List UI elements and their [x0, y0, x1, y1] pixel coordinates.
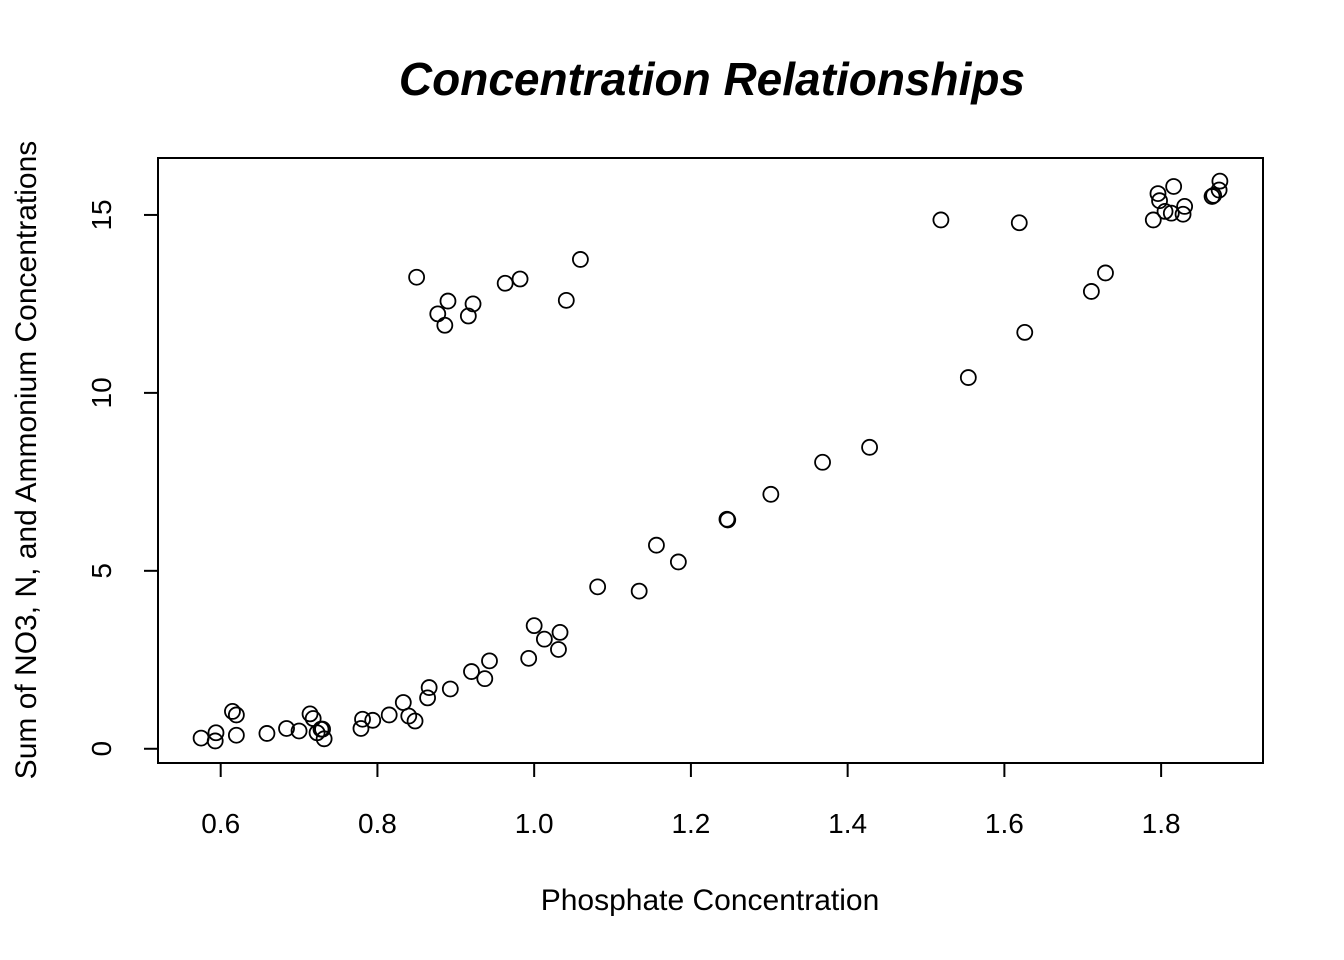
y-tick-label: 0: [86, 741, 117, 757]
x-tick-label: 0.6: [201, 808, 240, 839]
data-point: [429, 305, 447, 323]
data-point: [476, 670, 494, 688]
data-point: [354, 710, 371, 728]
y-axis: 0 5 10 15: [86, 199, 159, 757]
data-point: [301, 705, 319, 723]
data-point: [1151, 192, 1168, 210]
data-point: [192, 729, 210, 747]
data-point: [1010, 214, 1028, 232]
data-point: [630, 582, 648, 600]
data-point: [511, 270, 529, 288]
y-axis-label: Sum of NO3, N, and Ammonium Concentratio…: [10, 141, 43, 780]
data-points: [192, 172, 1229, 750]
data-point: [589, 578, 607, 596]
data-point: [535, 630, 553, 648]
data-point: [464, 295, 482, 313]
x-axis-label: Phosphate Concentration: [541, 884, 880, 917]
y-tick-label: 10: [86, 377, 117, 408]
y-tick-label: 5: [86, 563, 117, 579]
data-point: [420, 679, 438, 696]
data-point: [459, 307, 477, 325]
data-point: [648, 536, 665, 554]
data-point: [227, 706, 245, 724]
data-point: [278, 720, 295, 737]
data-point: [1210, 181, 1228, 199]
data-point: [207, 724, 225, 742]
data-point: [557, 291, 575, 309]
data-point: [932, 211, 950, 229]
data-point: [224, 702, 241, 720]
data-point: [406, 712, 424, 730]
data-point: [1097, 264, 1114, 282]
data-point: [408, 268, 426, 286]
data-point: [861, 438, 878, 456]
data-point: [441, 680, 459, 698]
data-point: [206, 732, 224, 750]
data-point: [481, 652, 498, 670]
plot-area-frame: [157, 157, 1264, 764]
y-tick-label: 15: [86, 199, 117, 230]
data-point: [436, 316, 454, 334]
data-point: [258, 725, 276, 742]
x-axis: 0.6 0.8 1.0 1.2 1.4 1.6 1.8: [201, 762, 1181, 839]
data-point: [364, 711, 382, 729]
data-point: [551, 623, 569, 641]
data-point: [419, 689, 436, 707]
data-point: [380, 706, 398, 724]
data-point: [463, 663, 480, 680]
data-point: [520, 649, 538, 667]
data-point: [719, 511, 737, 529]
data-point: [1176, 197, 1194, 215]
data-point: [669, 553, 687, 571]
data-point: [1165, 178, 1183, 195]
data-point: [1162, 204, 1180, 222]
data-point: [525, 617, 543, 635]
data-point: [314, 720, 331, 738]
x-tick-label: 1.8: [1142, 808, 1181, 839]
data-point: [1174, 205, 1192, 223]
data-point: [352, 720, 370, 737]
x-tick-label: 1.6: [985, 808, 1024, 839]
data-point: [1016, 323, 1034, 341]
x-tick-label: 0.8: [358, 808, 397, 839]
data-point: [496, 274, 514, 292]
data-point: [1211, 172, 1229, 190]
data-point: [1149, 185, 1167, 202]
data-point: [959, 369, 977, 386]
data-point: [1144, 211, 1162, 229]
data-point: [227, 726, 245, 744]
data-point: [814, 453, 831, 471]
chart-title: Concentration Relationships: [399, 53, 1025, 105]
data-point: [315, 730, 333, 748]
data-point: [1205, 186, 1223, 204]
data-point: [550, 641, 567, 658]
data-point: [290, 722, 308, 740]
data-point: [1156, 202, 1174, 220]
x-tick-label: 1.2: [671, 808, 710, 839]
data-point: [439, 292, 457, 310]
data-point: [762, 485, 780, 503]
data-point: [572, 251, 589, 268]
x-tick-label: 1.0: [515, 808, 554, 839]
x-tick-label: 1.4: [828, 808, 867, 839]
data-point: [1082, 283, 1100, 300]
